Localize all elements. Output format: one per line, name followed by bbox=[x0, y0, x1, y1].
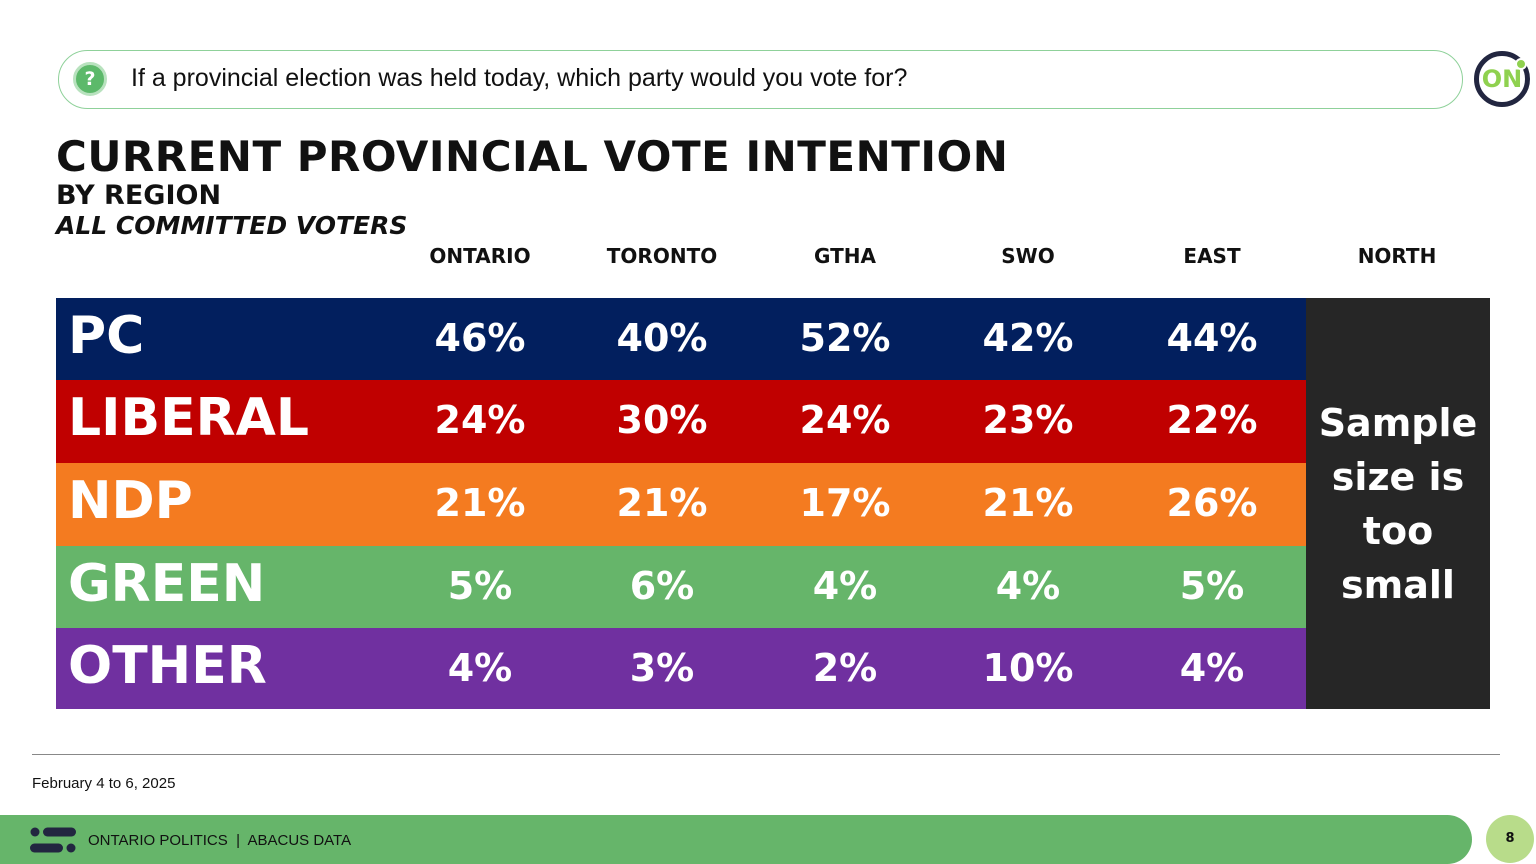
value-cell: 46% bbox=[434, 316, 526, 360]
value-cell: 22% bbox=[1166, 398, 1258, 442]
value-cell: 5% bbox=[447, 564, 513, 608]
party-label: PC bbox=[68, 306, 145, 366]
value-cell: 42% bbox=[982, 316, 1074, 360]
footer-bar: ONTARIO POLITICS | ABACUS DATA bbox=[0, 815, 1472, 864]
column-header: TORONTO bbox=[606, 244, 718, 268]
value-cell: 24% bbox=[434, 398, 526, 442]
north-note: Sample size is too small bbox=[1306, 298, 1490, 709]
survey-date: February 4 to 6, 2025 bbox=[32, 775, 176, 792]
value-cell: 4% bbox=[447, 646, 513, 690]
value-cell: 2% bbox=[812, 646, 878, 690]
question-icon: ? bbox=[73, 62, 107, 96]
subtitle: BY REGION bbox=[56, 180, 222, 211]
table-row: GREEN 5% 6% 4% 4% 5% bbox=[56, 546, 1306, 628]
brand-text: ONTARIO POLITICS | ABACUS DATA bbox=[88, 832, 352, 849]
table-row: NDP 21% 21% 17% 21% 26% bbox=[56, 463, 1306, 546]
value-cell: 44% bbox=[1166, 316, 1258, 360]
question-banner: ? If a provincial election was held toda… bbox=[58, 50, 1463, 109]
value-cell: 52% bbox=[799, 316, 891, 360]
value-cell: 26% bbox=[1166, 481, 1258, 525]
column-header: EAST bbox=[1183, 244, 1241, 268]
value-cell: 21% bbox=[982, 481, 1074, 525]
value-cell: 3% bbox=[629, 646, 695, 690]
value-cell: 23% bbox=[982, 398, 1074, 442]
party-label: NDP bbox=[68, 471, 193, 531]
value-cell: 4% bbox=[812, 564, 878, 608]
party-label: OTHER bbox=[68, 636, 267, 696]
value-cell: 4% bbox=[1179, 646, 1245, 690]
column-header: SWO bbox=[1001, 244, 1055, 268]
value-cell: 17% bbox=[799, 481, 891, 525]
value-cell: 40% bbox=[616, 316, 708, 360]
party-label: GREEN bbox=[68, 554, 266, 614]
value-cell: 4% bbox=[995, 564, 1061, 608]
column-header: NORTH bbox=[1357, 244, 1437, 268]
column-header: GTHA bbox=[814, 244, 876, 268]
table-row: OTHER 4% 3% 2% 10% 4% bbox=[56, 628, 1306, 709]
value-cell: 21% bbox=[434, 481, 526, 525]
ontario-logo: ON bbox=[1474, 51, 1530, 107]
value-cell: 21% bbox=[616, 481, 708, 525]
table-row: LIBERAL 24% 30% 24% 23% 22% bbox=[56, 380, 1306, 463]
table-row: PC 46% 40% 52% 42% 44% bbox=[56, 298, 1306, 381]
subtitle-voters: ALL COMMITTED VOTERS bbox=[56, 211, 408, 240]
value-cell: 5% bbox=[1179, 564, 1245, 608]
value-cell: 10% bbox=[982, 646, 1074, 690]
page-title: CURRENT PROVINCIAL VOTE INTENTION bbox=[56, 132, 1009, 181]
question-text: If a provincial election was held today,… bbox=[131, 64, 908, 92]
value-cell: 30% bbox=[616, 398, 708, 442]
column-header: ONTARIO bbox=[429, 244, 531, 268]
page-number: 8 bbox=[1486, 815, 1534, 863]
divider bbox=[32, 754, 1500, 755]
party-label: LIBERAL bbox=[68, 388, 310, 448]
value-cell: 6% bbox=[629, 564, 695, 608]
abacus-icon bbox=[30, 827, 76, 853]
value-cell: 24% bbox=[799, 398, 891, 442]
